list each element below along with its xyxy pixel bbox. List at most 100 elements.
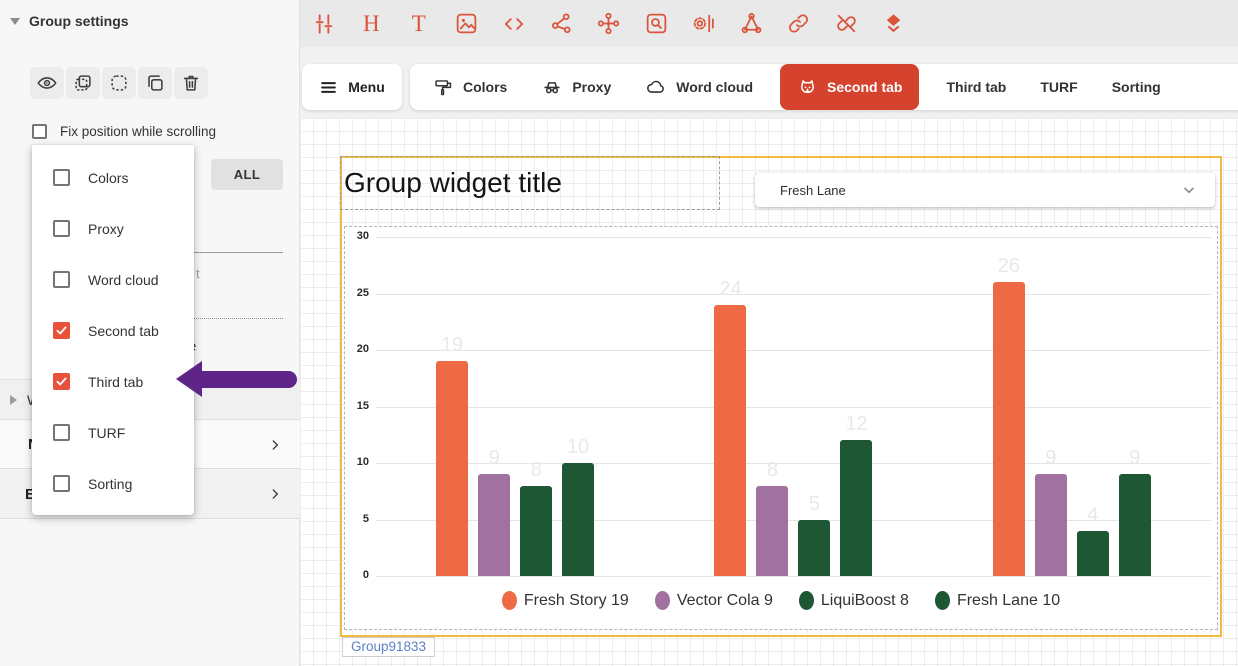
menu-item-word-cloud[interactable]: Word cloud [32,254,194,305]
bar-value-label: 5 [808,492,821,515]
trefoil-icon[interactable] [728,0,776,47]
y-axis-tick-label: 15 [356,399,369,412]
menu-item-turf[interactable]: TURF [32,407,194,458]
menu-item-label: Colors [88,169,129,186]
checkbox-unchecked[interactable] [53,424,70,441]
y-axis-tick-label: 5 [362,512,369,525]
bar-groups: 19 9 8 10 24 8 5 12 26 9 4 9 [376,237,1211,576]
image-icon[interactable] [443,0,491,47]
stack-icon[interactable] [870,0,918,47]
dotted-divider [193,318,283,319]
panel-title: Group settings [29,13,129,29]
bar-value-label: 12 [845,413,868,436]
y-axis-tick-label: 25 [356,286,369,299]
chart-filter-dropdown[interactable]: Fresh Lane [755,173,1215,207]
gridline [376,237,1211,238]
menu-item-label: Proxy [88,220,124,237]
fix-position-checkbox[interactable] [32,124,47,139]
menu-item-label: TURF [88,424,126,441]
tab-label: Colors [463,79,508,95]
unlink-icon[interactable] [823,0,871,47]
legend-item-liquiboost-8[interactable]: LiquiBoost 8 [798,591,909,610]
legend-item-fresh-story-19[interactable]: Fresh Story 19 [501,591,629,610]
bar: 5 [798,493,831,576]
widget-actions-toolbar [30,67,208,99]
tab-word-cloud[interactable]: Word cloud [628,64,770,110]
text-icon[interactable]: T [411,11,426,36]
share-icon[interactable] [538,0,586,47]
tab-label: TURF [1040,79,1078,95]
bar-value-label: 9 [1045,447,1057,470]
dashboard-canvas[interactable]: Group widget title Fresh Lane 0 5 10 15 20 25… [300,118,1238,666]
duplicate-button[interactable] [138,67,172,99]
menu-button[interactable]: Menu [302,64,402,110]
menu-item-third-tab[interactable]: Third tab [32,356,194,407]
bar: 9 [1118,447,1151,576]
tab-colors[interactable]: Colors [416,64,524,110]
search-box-icon[interactable] [633,0,681,47]
menu-item-sorting[interactable]: Sorting [32,458,194,509]
bar: 9 [478,447,511,576]
gridline [376,293,1211,295]
gear-bars-icon[interactable] [680,0,728,47]
cluster-icon[interactable] [585,0,633,47]
legend-label: Fresh Story 19 [523,591,629,609]
panel-header[interactable]: Group settings [10,13,129,29]
selected-group-frame[interactable] [340,156,1222,637]
lasso-button[interactable] [102,67,136,99]
menu-item-second-tab[interactable]: Second tab [32,305,194,356]
checkbox-unchecked[interactable] [53,220,70,237]
y-axis-tick-label: 10 [356,456,369,468]
bar-value-label: 4 [1087,503,1099,526]
chevron-down-icon [1181,182,1197,198]
all-button[interactable]: ALL [211,159,283,190]
checkbox-unchecked[interactable] [53,475,70,492]
eye-icon [36,72,58,94]
legend-item-fresh-lane-10[interactable]: Fresh Lane 10 [934,591,1060,610]
tab-list: Colors Proxy Word cloud Second tab Third tab… [410,64,1238,110]
bar-group-2: 24 8 5 12 [714,237,873,576]
checkbox-unchecked[interactable] [53,169,70,186]
checkbox-checked[interactable] [53,373,70,390]
tab-proxy[interactable]: Proxy [524,64,628,110]
lasso-icon [108,72,130,94]
code-icon[interactable] [490,0,538,47]
bar: 8 [520,459,553,576]
heading-icon[interactable]: H [362,11,380,36]
select-button[interactable] [66,67,100,99]
sliders-icon[interactable] [300,0,348,47]
menu-item-colors[interactable]: Colors [32,152,194,203]
tab-third-tab[interactable]: Third tab [929,64,1023,110]
menu-item-label: Second tab [88,322,159,339]
tab-label: Second tab [827,79,903,95]
menu-item-label: Sorting [88,475,133,492]
visibility-button[interactable] [30,67,64,99]
gridline [376,519,1211,521]
y-axis-tick-label: 20 [356,343,369,355]
bar: 4 [1076,504,1109,576]
group-widget-title: Group widget title [344,167,562,198]
legend-marker [798,591,814,610]
bar-chart-widget[interactable]: 0 5 10 15 20 25 30 19 9 8 10 24 8 5 12 26 9 4 9 Fresh Story… [344,226,1218,630]
menu-item-label: Third tab [88,373,144,390]
bar-value-label: 8 [766,458,779,481]
checkbox-checked[interactable] [53,322,70,339]
paint-roller-icon [433,77,454,98]
hamburger-icon [319,78,338,97]
group-name-badge[interactable]: Group91833 [342,637,436,657]
delete-button[interactable] [174,67,208,99]
tab-sorting[interactable]: Sorting [1095,64,1178,110]
tab-turf[interactable]: TURF [1023,64,1094,110]
checkbox-unchecked[interactable] [53,271,70,288]
legend-label: LiquiBoost 8 [820,591,909,609]
legend-item-vector-cola-9[interactable]: Vector Cola 9 [654,591,773,610]
menu-item-proxy[interactable]: Proxy [32,203,194,254]
link-icon[interactable] [775,0,823,47]
title-widget[interactable]: Group widget title [340,156,720,210]
bar-group-1: 19 9 8 10 [436,237,595,576]
menu-label: Menu [348,79,385,95]
tab-second-tab[interactable]: Second tab [780,64,920,110]
clipped-text: t [196,266,200,281]
